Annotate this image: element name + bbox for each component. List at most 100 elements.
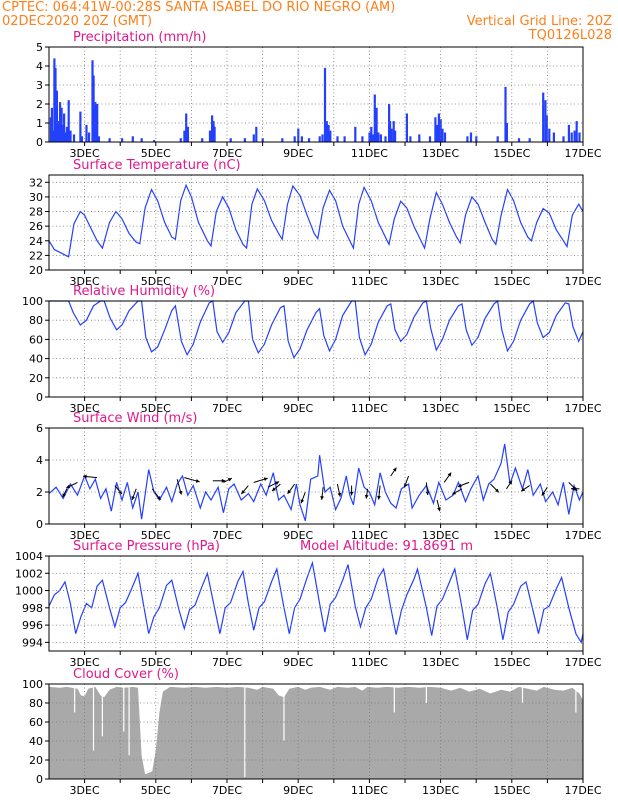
precip-bar [243,138,246,142]
x-tick-label: 17DEC [564,529,601,542]
precip-bar [92,75,95,142]
precip-bar [469,132,473,142]
series-line [48,443,584,521]
header-area: CPTEC: 064:41W-00:28S SANTA ISABEL DO RI… [0,0,618,46]
wind-arrowhead [195,479,200,483]
x-tick-label: 17DEC [564,147,601,160]
wind-arrowhead [392,467,397,472]
y-tick-label: 2 [36,486,43,499]
panel-title: Precipitation (mm/h) [73,30,206,45]
precip-bar [504,86,507,142]
panel-frame [48,427,584,525]
y-tick-label: 20 [29,754,43,767]
x-tick-label: 3DEC [70,402,100,415]
precip-bar [79,111,82,142]
precip-bar [183,130,186,142]
precip-bar [428,136,432,142]
wind-arrowhead [178,490,183,495]
precip-bar [343,136,346,142]
wind-arrowhead [300,499,305,504]
x-tick-label: 13DEC [422,275,459,288]
wind-arrowhead [457,483,462,488]
precip-bar [390,128,393,142]
wind-arrowhead [221,478,226,483]
y-tick-label: 20 [29,264,43,277]
x-tick-label: 11DEC [351,275,388,288]
wind-arrowhead [377,495,381,500]
wind-arrowhead [495,488,499,493]
precip-bar [307,138,311,142]
precip-bar [85,124,88,142]
precip-bar [361,136,364,142]
x-tick-label: 7DEC [212,656,242,669]
x-tick-label: 3DEC [70,275,100,288]
precip-bar [545,115,548,142]
y-tick-label: 0 [36,136,43,149]
y-tick-label: 40 [29,735,43,748]
precip-bar [69,130,72,142]
x-tick-label: 13DEC [422,656,459,669]
precip-bar [578,132,581,142]
model-code: TQ0126L028 [528,28,612,43]
panel-frame [48,683,584,780]
model-altitude-label: Model Altitude: 91.8691 m [300,539,473,554]
panel-frame [48,555,584,652]
precip-bar [61,124,64,142]
wind-arrowhead [320,496,324,500]
precip-bar [63,113,66,142]
wind-arrowhead [227,478,232,482]
run-datetime: 02DEC2020 20Z (GMT) [2,14,153,29]
y-tick-label: 1 [36,117,43,130]
precip-bar [323,67,327,142]
x-tick-label: 11DEC [351,656,388,669]
panel-4: Surface Wind (m/s) 0 2 4 6 3DEC 5DEC 7DEC 9DEC 11… [36,411,602,542]
series-line [48,560,584,645]
x-tick-label: 17DEC [564,784,601,797]
precip-bar [542,92,545,142]
x-tick-label: 15DEC [493,402,530,415]
y-tick-label: 40 [29,353,43,366]
y-tick-label: 3 [36,79,43,92]
wind-arrowhead [83,474,87,479]
wind-arrowhead [447,472,452,477]
precip-bar [327,124,330,142]
y-tick-label: 100 [22,295,43,308]
wind-arrowhead [62,493,66,498]
grid-line-info: Vertical Grid Line: 20Z [466,14,612,29]
x-tick-label: 9DEC [283,147,313,160]
precip-bar [475,136,478,142]
precip-bar [372,134,375,142]
x-tick-label: 11DEC [351,147,388,160]
precip-bar [211,115,214,142]
wind-arrowhead [349,491,354,496]
precip-bar [72,134,76,142]
precip-bar [80,136,83,142]
precip-bar [368,132,371,142]
y-tick-label: 0 [36,773,43,786]
precip-bar [153,140,156,142]
x-tick-label: 7DEC [212,784,242,797]
y-tick-label: 0 [36,391,43,404]
precip-bar [570,132,573,142]
precip-bar [67,100,70,142]
cloud-cover-area [49,686,583,779]
precip-bar [208,130,212,142]
y-tick-label: 80 [29,697,43,710]
precip-bar [252,134,255,142]
precip-bar [575,121,578,142]
precip-bar [300,136,303,142]
precip-bar [54,67,57,142]
y-tick-label: 24 [29,235,43,248]
wind-arrowhead [287,489,292,494]
wind-arrowhead [263,477,268,481]
precip-bar [121,138,124,142]
panel-frame [48,300,584,398]
x-tick-label: 7DEC [212,275,242,288]
precip-bar [443,132,447,142]
precip-bar [179,138,182,142]
x-tick-label: 3DEC [70,529,100,542]
wind-arrowhead [364,494,369,499]
precip-bar [329,130,332,142]
x-tick-label: 3DEC [70,656,100,669]
precip-bar [255,126,258,142]
